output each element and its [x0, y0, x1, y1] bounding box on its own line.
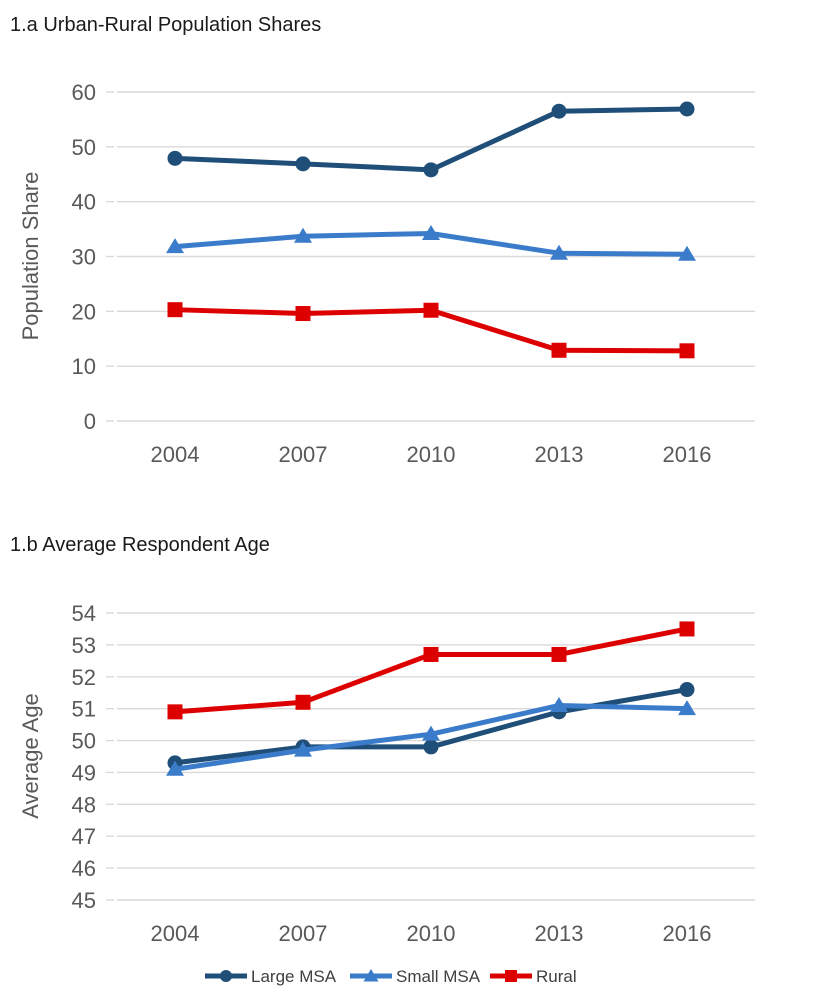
triangle-marker	[422, 224, 440, 240]
circle-marker	[423, 162, 439, 178]
square-marker	[551, 342, 567, 358]
y-tick-label: 45	[72, 888, 96, 913]
legend-label: Large MSA	[251, 967, 337, 986]
chart-b-x-tick-labels: 2004 2007 2010 2013 2016	[151, 921, 712, 946]
x-tick-label: 2016	[663, 442, 712, 467]
chart-average-age: 1.b Average Respondent Age Average Age 4…	[10, 534, 755, 946]
series-line-rural	[174, 626, 688, 715]
legend-label: Small MSA	[396, 967, 481, 986]
x-tick-label: 2010	[407, 921, 456, 946]
square-marker	[551, 646, 567, 662]
chart-a-x-tick-labels: 2004 2007 2010 2013 2016	[151, 442, 712, 467]
circle-marker	[423, 739, 439, 755]
circle-marker	[220, 970, 232, 982]
chart-a-series	[166, 101, 696, 359]
y-tick-label: 10	[72, 354, 96, 379]
circle-marker	[679, 682, 695, 698]
triangle-marker	[678, 700, 696, 716]
chart-b-y-axis-title: Average Age	[18, 693, 43, 819]
chart-b-title: 1.b Average Respondent Age	[10, 534, 270, 556]
chart-b-series	[166, 621, 696, 776]
x-tick-label: 2007	[279, 921, 328, 946]
legend-item-small-msa: Small MSA	[350, 967, 481, 986]
legend-item-large-msa: Large MSA	[205, 967, 337, 986]
square-marker	[167, 704, 183, 720]
triangle-marker	[166, 238, 184, 254]
y-tick-label: 48	[72, 792, 96, 817]
square-marker	[679, 343, 695, 359]
y-tick-label: 52	[72, 665, 96, 690]
square-marker	[295, 694, 311, 710]
y-tick-label: 0	[84, 409, 96, 434]
triangle-marker	[294, 741, 312, 757]
chart-legend: Large MSA Small MSA Rural	[205, 967, 577, 986]
triangle-marker	[550, 696, 568, 712]
legend-item-rural: Rural	[490, 967, 577, 986]
series-line-large-msa	[174, 106, 688, 173]
x-tick-label: 2013	[535, 442, 584, 467]
square-marker	[295, 306, 311, 322]
circle-marker	[679, 101, 695, 117]
triangle-marker	[363, 969, 379, 982]
x-tick-label: 2016	[663, 921, 712, 946]
chart-a-y-axis-title: Population Share	[18, 172, 43, 341]
y-tick-label: 46	[72, 856, 96, 881]
chart-b-y-tick-labels: 45 46 47 48 49 50 51 52 53 54	[72, 601, 96, 913]
y-tick-label: 30	[72, 245, 96, 270]
x-tick-label: 2007	[279, 442, 328, 467]
circle-marker	[551, 103, 567, 119]
y-tick-label: 47	[72, 824, 96, 849]
circle-marker	[295, 156, 311, 172]
y-tick-label: 54	[72, 601, 96, 626]
y-tick-label: 50	[72, 729, 96, 754]
y-tick-label: 51	[72, 697, 96, 722]
legend-label: Rural	[536, 967, 577, 986]
square-marker	[423, 646, 439, 662]
y-tick-label: 60	[72, 80, 96, 105]
y-tick-label: 49	[72, 760, 96, 785]
y-tick-label: 53	[72, 633, 96, 658]
square-marker	[505, 970, 517, 982]
y-tick-label: 50	[72, 135, 96, 160]
circle-marker	[167, 150, 183, 166]
square-marker	[423, 302, 439, 318]
y-tick-label: 20	[72, 299, 96, 324]
chart-population-shares: 1.a Urban-Rural Population Shares Popula…	[10, 14, 755, 467]
x-tick-label: 2004	[151, 442, 200, 467]
x-tick-label: 2004	[151, 921, 200, 946]
chart-a-y-tick-labels: 0 10 20 30 40 50 60	[72, 80, 96, 434]
triangle-marker	[550, 244, 568, 260]
square-marker	[167, 302, 183, 318]
triangle-marker	[294, 227, 312, 243]
x-tick-label: 2010	[407, 442, 456, 467]
triangle-marker	[166, 760, 184, 776]
triangle-marker	[678, 245, 696, 261]
y-tick-label: 40	[72, 190, 96, 215]
chart-a-title: 1.a Urban-Rural Population Shares	[10, 14, 321, 36]
triangle-marker	[422, 725, 440, 741]
x-tick-label: 2013	[535, 921, 584, 946]
chart-b-gridlines	[106, 612, 755, 901]
square-marker	[679, 621, 695, 637]
